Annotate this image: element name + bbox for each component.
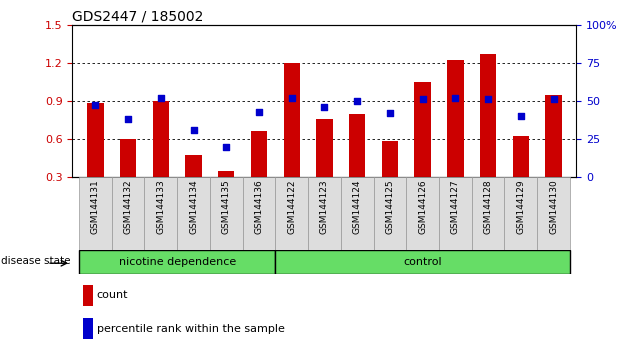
Bar bbox=[83, 285, 93, 306]
Point bbox=[352, 98, 362, 104]
Bar bbox=[546, 95, 562, 177]
Bar bbox=[152, 101, 169, 177]
FancyBboxPatch shape bbox=[243, 177, 275, 250]
Text: GSM144135: GSM144135 bbox=[222, 179, 231, 234]
FancyBboxPatch shape bbox=[308, 177, 341, 250]
Point bbox=[188, 127, 198, 133]
Point bbox=[156, 95, 166, 101]
FancyBboxPatch shape bbox=[79, 177, 112, 250]
FancyBboxPatch shape bbox=[79, 250, 275, 274]
FancyBboxPatch shape bbox=[275, 177, 308, 250]
Bar bbox=[480, 54, 496, 177]
FancyBboxPatch shape bbox=[439, 177, 472, 250]
Point bbox=[516, 113, 526, 119]
Bar bbox=[83, 319, 93, 339]
Text: GSM144124: GSM144124 bbox=[353, 179, 362, 234]
Point bbox=[90, 103, 100, 108]
Point bbox=[123, 116, 133, 122]
Text: GSM144133: GSM144133 bbox=[156, 179, 165, 234]
Bar bbox=[218, 171, 234, 177]
FancyBboxPatch shape bbox=[341, 177, 374, 250]
Bar bbox=[87, 103, 103, 177]
Point bbox=[483, 97, 493, 102]
Bar bbox=[251, 131, 267, 177]
Text: GSM144130: GSM144130 bbox=[549, 179, 558, 234]
Point bbox=[418, 97, 428, 102]
Point bbox=[549, 97, 559, 102]
FancyBboxPatch shape bbox=[177, 177, 210, 250]
Text: GSM144134: GSM144134 bbox=[189, 179, 198, 234]
Text: GDS2447 / 185002: GDS2447 / 185002 bbox=[72, 10, 204, 24]
Bar bbox=[316, 119, 333, 177]
FancyBboxPatch shape bbox=[112, 177, 144, 250]
Point bbox=[319, 104, 329, 110]
Text: GSM144131: GSM144131 bbox=[91, 179, 100, 234]
Bar bbox=[120, 139, 136, 177]
Bar bbox=[447, 60, 464, 177]
Bar bbox=[284, 63, 300, 177]
Text: GSM144122: GSM144122 bbox=[287, 179, 296, 234]
FancyBboxPatch shape bbox=[537, 177, 570, 250]
Point bbox=[450, 95, 461, 101]
Text: GSM144127: GSM144127 bbox=[451, 179, 460, 234]
Point bbox=[254, 109, 264, 114]
FancyBboxPatch shape bbox=[210, 177, 243, 250]
Text: percentile rank within the sample: percentile rank within the sample bbox=[96, 324, 285, 334]
FancyBboxPatch shape bbox=[275, 250, 570, 274]
Point bbox=[385, 110, 395, 116]
Point bbox=[221, 144, 231, 149]
FancyBboxPatch shape bbox=[406, 177, 439, 250]
Bar bbox=[415, 82, 431, 177]
Bar bbox=[513, 136, 529, 177]
Text: disease state: disease state bbox=[1, 256, 71, 266]
Bar bbox=[349, 114, 365, 177]
Text: nicotine dependence: nicotine dependence bbox=[118, 257, 236, 267]
Text: GSM144132: GSM144132 bbox=[123, 179, 132, 234]
FancyBboxPatch shape bbox=[472, 177, 505, 250]
FancyBboxPatch shape bbox=[374, 177, 406, 250]
Text: GSM144129: GSM144129 bbox=[517, 179, 525, 234]
Text: GSM144125: GSM144125 bbox=[386, 179, 394, 234]
Text: GSM144123: GSM144123 bbox=[320, 179, 329, 234]
Text: GSM144126: GSM144126 bbox=[418, 179, 427, 234]
Point bbox=[287, 95, 297, 101]
FancyBboxPatch shape bbox=[144, 177, 177, 250]
Bar bbox=[185, 155, 202, 177]
Bar bbox=[382, 142, 398, 177]
FancyBboxPatch shape bbox=[505, 177, 537, 250]
Text: GSM144136: GSM144136 bbox=[255, 179, 263, 234]
Text: control: control bbox=[403, 257, 442, 267]
Text: count: count bbox=[96, 290, 128, 301]
Text: GSM144128: GSM144128 bbox=[484, 179, 493, 234]
